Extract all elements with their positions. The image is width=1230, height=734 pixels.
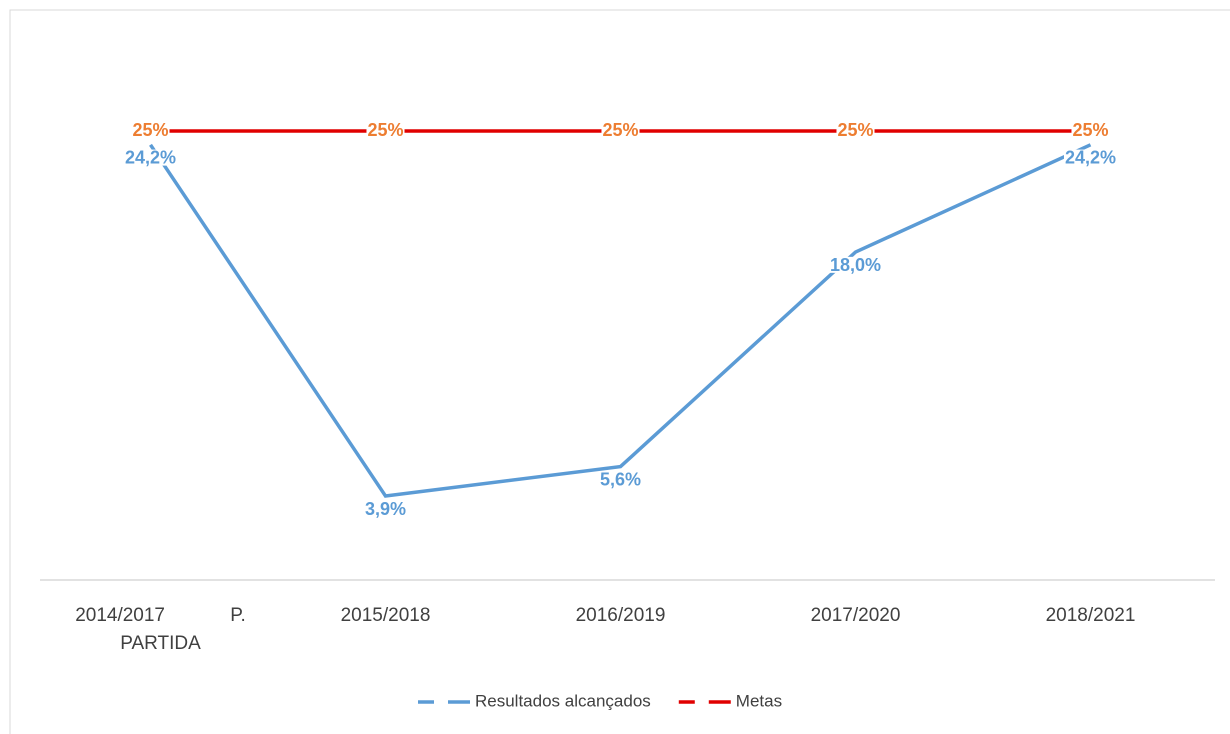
data-label-bg — [1071, 121, 1110, 138]
data-label-bg — [836, 121, 875, 138]
data-label-bg — [131, 121, 170, 138]
x-tick-label: 2016/2019 — [575, 605, 666, 626]
series-line — [149, 143, 1092, 498]
data-label-bg — [123, 149, 178, 166]
data-label-bg — [1063, 149, 1118, 166]
x-tick-label: 2015/2018 — [340, 605, 431, 626]
data-label-bg — [366, 121, 405, 138]
data-label: 18,0% — [830, 255, 881, 275]
data-label-group: 25% — [131, 120, 170, 140]
data-label: 3,9% — [365, 499, 406, 519]
data-label-group: 25% — [836, 120, 875, 140]
data-label-group: 5,6% — [598, 469, 643, 489]
data-label: 25% — [1072, 120, 1108, 140]
data-label: 24,2% — [125, 148, 176, 168]
data-label-group: 3,9% — [363, 499, 408, 519]
data-label: 5,6% — [600, 469, 641, 489]
legend-label: Resultados alcançados — [475, 691, 651, 710]
x-tick-label: 2017/2020 — [810, 605, 901, 626]
data-label-group: 18,0% — [828, 255, 883, 275]
data-label: 25% — [837, 120, 873, 140]
data-label-group: 25% — [366, 120, 405, 140]
legend-label: Metas — [736, 691, 782, 710]
data-label-bg — [601, 121, 640, 138]
x-tick-label: 2014/2017 P. PARTIDA — [75, 605, 246, 654]
data-label-group: 25% — [1071, 120, 1110, 140]
data-label-group: 24,2% — [1063, 148, 1118, 168]
data-label: 25% — [367, 120, 403, 140]
data-label-bg — [828, 256, 883, 273]
data-label: 24,2% — [1065, 148, 1116, 168]
x-tick-label: 2018/2021 — [1045, 605, 1136, 626]
data-label-group: 25% — [601, 120, 640, 140]
data-label: 25% — [132, 120, 168, 140]
data-label: 25% — [602, 120, 638, 140]
data-label-group: 24,2% — [123, 148, 178, 168]
chart-border — [9, 9, 1230, 734]
data-label-bg — [598, 471, 643, 488]
data-label-bg — [363, 500, 408, 517]
